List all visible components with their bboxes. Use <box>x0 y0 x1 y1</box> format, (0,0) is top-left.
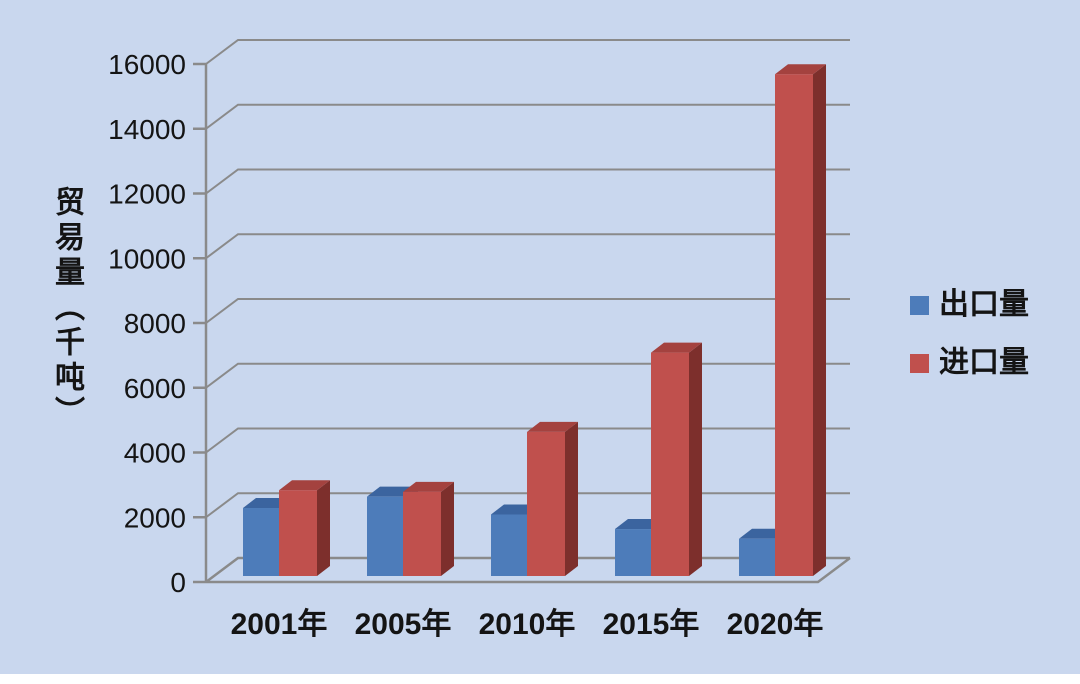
bars <box>243 64 826 576</box>
svg-text:2015年: 2015年 <box>603 608 700 641</box>
svg-text:2020年: 2020年 <box>727 608 824 641</box>
x-axis-labels: 2001年 2005年 2010年 2015年 2020年 <box>231 608 824 641</box>
svg-text:10000: 10000 <box>108 243 186 274</box>
y-axis <box>193 62 208 584</box>
legend-label-exports: 出口量 <box>939 287 1029 322</box>
svg-text:6000: 6000 <box>124 373 186 404</box>
gridlines <box>205 39 850 519</box>
imports-swatch-icon <box>910 353 929 373</box>
svg-text:8000: 8000 <box>124 308 186 339</box>
bar-进口量-2015年 <box>651 342 702 576</box>
legend: 出口量 进口量 <box>910 290 1029 378</box>
legend-item-imports: 进口量 <box>910 348 1029 378</box>
bar-进口量-2005年 <box>403 481 454 576</box>
svg-text:14000: 14000 <box>108 114 186 145</box>
svg-text:2005年: 2005年 <box>355 608 452 641</box>
y-axis-labels: 0 2000 4000 6000 8000 10000 12000 14000 16000 <box>108 49 186 598</box>
svg-text:2010年: 2010年 <box>479 608 576 641</box>
y-axis-title: 贸易量（千吨） <box>49 186 84 431</box>
svg-text:12000: 12000 <box>108 179 186 210</box>
bar-进口量-2010年 <box>527 421 578 576</box>
legend-item-exports: 出口量 <box>910 290 1029 320</box>
exports-swatch-icon <box>910 295 929 315</box>
svg-text:0: 0 <box>170 567 186 598</box>
svg-text:2000: 2000 <box>124 502 186 533</box>
svg-text:16000: 16000 <box>108 49 186 80</box>
svg-text:2001年: 2001年 <box>231 608 328 641</box>
legend-label-imports: 进口量 <box>939 345 1029 380</box>
bottom-margin-strip <box>0 674 1080 684</box>
bar-进口量-2020年 <box>775 64 826 576</box>
svg-text:4000: 4000 <box>124 438 186 469</box>
bar-进口量-2001年 <box>279 480 330 576</box>
